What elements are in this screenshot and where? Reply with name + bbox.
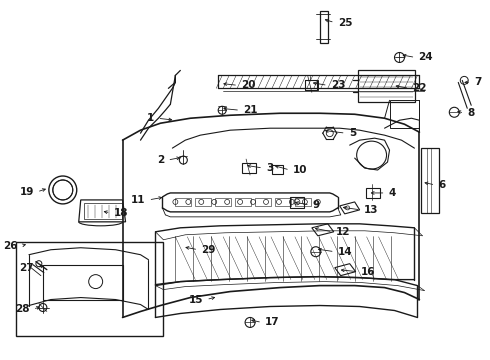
Text: 5: 5 — [349, 128, 356, 138]
Text: 18: 18 — [114, 208, 128, 218]
Bar — [358, 71, 416, 102]
Bar — [215, 198, 231, 206]
Bar — [242, 163, 256, 173]
Bar — [275, 198, 291, 206]
Bar — [175, 198, 191, 206]
Text: 2: 2 — [157, 155, 165, 165]
Text: 26: 26 — [3, 241, 18, 251]
Text: 3: 3 — [266, 163, 273, 173]
Text: 1: 1 — [147, 113, 154, 123]
Text: 19: 19 — [20, 187, 34, 197]
Text: 9: 9 — [313, 200, 320, 210]
Bar — [305, 80, 317, 90]
Text: 12: 12 — [336, 227, 350, 237]
Bar — [196, 198, 211, 206]
Text: 14: 14 — [338, 247, 352, 257]
Bar — [84, 203, 122, 219]
Text: 6: 6 — [439, 180, 445, 190]
Bar — [43, 265, 122, 300]
Text: 16: 16 — [361, 267, 375, 276]
Bar — [272, 165, 283, 174]
Text: 8: 8 — [467, 108, 474, 118]
Text: 17: 17 — [265, 318, 280, 328]
Bar — [255, 198, 271, 206]
Text: 24: 24 — [418, 53, 433, 63]
Bar — [290, 197, 304, 208]
Bar — [390, 100, 419, 128]
Text: 22: 22 — [413, 84, 427, 93]
Bar — [320, 11, 328, 42]
Text: 10: 10 — [293, 165, 307, 175]
Bar — [16, 242, 163, 336]
Text: 4: 4 — [389, 188, 396, 198]
Text: 20: 20 — [241, 80, 256, 90]
Text: 23: 23 — [331, 80, 345, 90]
Text: 21: 21 — [243, 105, 258, 115]
Text: 11: 11 — [131, 195, 146, 205]
Text: 7: 7 — [474, 77, 482, 87]
Text: 13: 13 — [364, 205, 378, 215]
Bar — [235, 198, 251, 206]
Text: 25: 25 — [338, 18, 352, 28]
Bar — [366, 188, 380, 198]
Bar — [295, 198, 311, 206]
Text: 29: 29 — [201, 245, 216, 255]
Text: 27: 27 — [19, 263, 34, 273]
Text: 15: 15 — [189, 294, 203, 305]
Bar — [421, 148, 440, 213]
Text: 28: 28 — [15, 305, 30, 315]
